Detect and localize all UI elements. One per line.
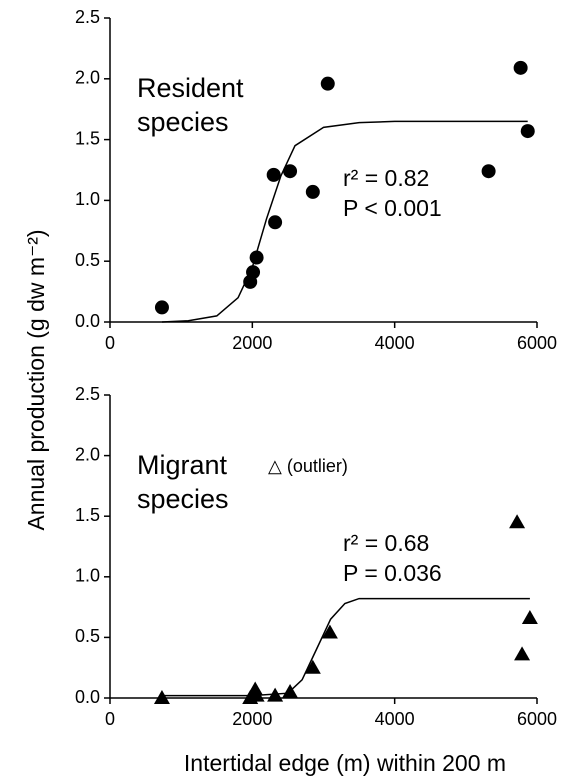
panel-label: Migrant [137, 450, 228, 480]
y-tick-label: 0.0 [75, 311, 100, 331]
panel-label: Resident [137, 73, 244, 103]
y-tick-label: 0.5 [75, 250, 100, 270]
panel-label: species [137, 107, 229, 137]
data-point [514, 646, 531, 661]
data-point [154, 300, 169, 315]
x-tick-label: 4000 [375, 709, 415, 729]
x-tick-label: 2000 [232, 333, 272, 353]
data-point [246, 265, 261, 280]
data-point [521, 610, 538, 625]
y-tick-label: 0.5 [75, 626, 100, 646]
y-tick-label: 2.5 [75, 7, 100, 27]
x-tick-label: 0 [105, 333, 115, 353]
data-point [320, 76, 335, 91]
data-point [268, 215, 283, 230]
data-point [283, 164, 298, 179]
y-tick-label: 2.0 [75, 444, 100, 464]
fit-stat: r² = 0.82 [343, 165, 429, 191]
y-tick-label: 1.5 [75, 505, 100, 525]
y-axis-label: Annual production (g dw m⁻²) [23, 229, 49, 530]
x-tick-label: 6000 [517, 333, 557, 353]
y-tick-label: 1.5 [75, 128, 100, 148]
outlier-note: △ (outlier) [268, 456, 348, 476]
y-tick-label: 1.0 [75, 566, 100, 586]
y-tick-label: 2.5 [75, 384, 100, 404]
data-point [153, 690, 170, 704]
data-point [266, 167, 281, 182]
data-point [520, 124, 535, 139]
x-tick-label: 0 [105, 709, 115, 729]
data-point [513, 60, 528, 75]
x-tick-label: 6000 [517, 709, 557, 729]
x-tick-label: 4000 [375, 333, 415, 353]
y-tick-label: 0.0 [75, 687, 100, 707]
x-axis-label: Intertidal edge (m) within 200 m [184, 750, 506, 776]
fit-curve [162, 597, 530, 697]
fit-stat: P < 0.001 [343, 195, 442, 221]
y-tick-label: 2.0 [75, 68, 100, 88]
panel-label: species [137, 484, 229, 514]
fit-stat: P = 0.036 [343, 560, 442, 586]
data-point [304, 659, 321, 674]
x-tick-label: 2000 [232, 709, 272, 729]
data-point [247, 681, 264, 696]
y-tick-label: 1.0 [75, 189, 100, 209]
data-point [305, 184, 320, 199]
fit-stat: r² = 0.68 [343, 530, 429, 556]
data-point [249, 250, 264, 265]
data-point [481, 164, 496, 179]
data-point [321, 624, 338, 639]
data-point [509, 514, 526, 529]
fit-curve [161, 120, 528, 323]
